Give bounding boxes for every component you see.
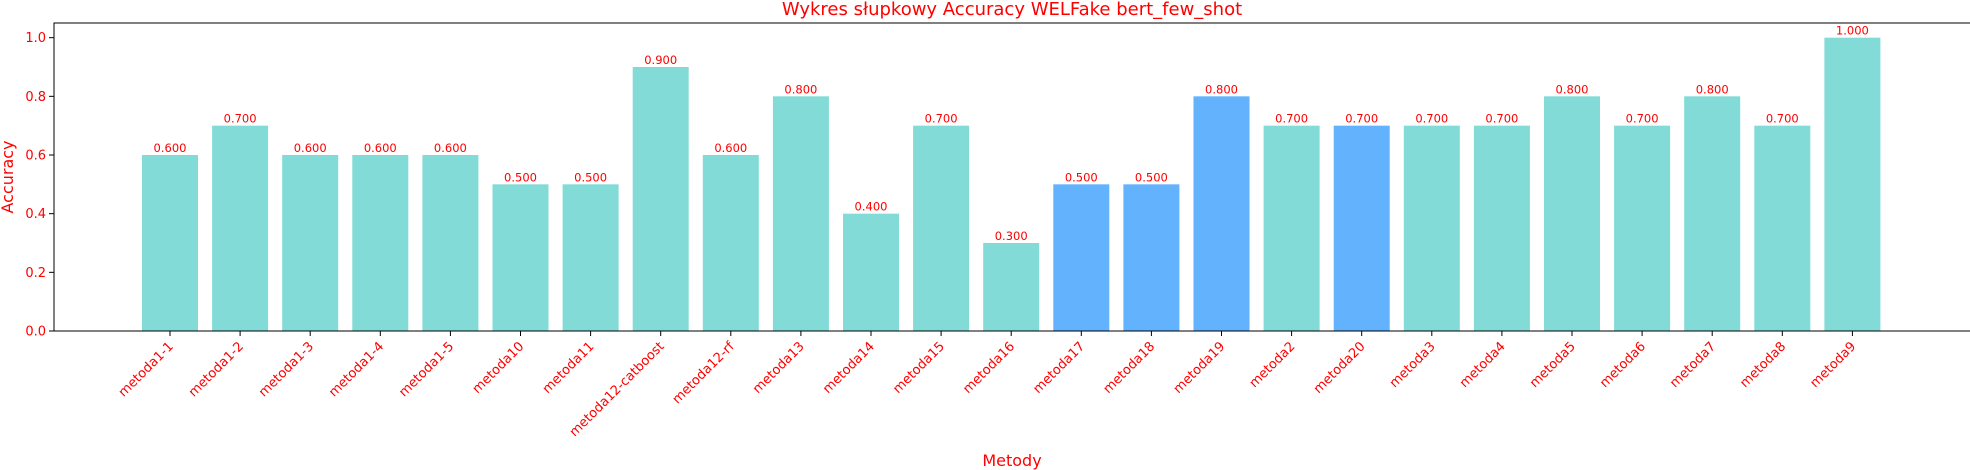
bar-metoda4 bbox=[1473, 125, 1530, 331]
value-label-metoda15: 0.700 bbox=[925, 112, 958, 126]
bar-metoda10 bbox=[492, 184, 549, 331]
bar-metoda11 bbox=[562, 184, 619, 331]
value-label-metoda20: 0.700 bbox=[1345, 112, 1378, 126]
bar-metoda12-rf bbox=[702, 155, 759, 331]
bar-metoda12-catboost bbox=[632, 67, 689, 331]
value-label-metoda1-3: 0.600 bbox=[294, 141, 327, 155]
bar-metoda2 bbox=[1263, 125, 1320, 331]
value-label-metoda7: 0.800 bbox=[1696, 82, 1729, 96]
y-tick-label: 0.6 bbox=[25, 149, 46, 164]
value-label-metoda11: 0.500 bbox=[574, 170, 607, 184]
value-label-metoda3: 0.700 bbox=[1415, 112, 1448, 126]
value-label-metoda13: 0.800 bbox=[784, 82, 817, 96]
value-label-metoda1-5: 0.600 bbox=[434, 141, 467, 155]
x-tick-label-metoda19: metoda19 bbox=[1171, 339, 1229, 397]
x-tick-label-metoda11: metoda11 bbox=[540, 339, 598, 397]
x-tick-label-metoda1-4: metoda1-4 bbox=[326, 339, 387, 400]
value-label-metoda18: 0.500 bbox=[1135, 170, 1168, 184]
x-tick-label-metoda6: metoda6 bbox=[1597, 339, 1649, 391]
plot-frame bbox=[53, 22, 1970, 332]
value-label-metoda6: 0.700 bbox=[1626, 112, 1659, 126]
bar-metoda16 bbox=[983, 243, 1040, 331]
bar-metoda1-3 bbox=[282, 155, 339, 331]
bar-metoda18 bbox=[1123, 184, 1180, 331]
chart-title: Wykres słupkowy Accuracy WELFake bert_fe… bbox=[782, 0, 1242, 20]
bar-metoda1-2 bbox=[212, 125, 269, 331]
value-label-metoda1-1: 0.600 bbox=[154, 141, 187, 155]
x-tick-label-metoda1-1: metoda1-1 bbox=[116, 339, 177, 400]
x-tick-label-metoda1-5: metoda1-5 bbox=[396, 339, 457, 400]
x-tick-label-metoda4: metoda4 bbox=[1457, 339, 1509, 391]
y-ticks-layer: 0.0 0.2 0.4 0.6 0.8 1.0 bbox=[25, 31, 54, 340]
value-label-metoda16: 0.300 bbox=[995, 229, 1028, 243]
bar-metoda9 bbox=[1824, 37, 1881, 332]
x-tick-label-metoda8: metoda8 bbox=[1737, 339, 1789, 391]
x-tick-label-metoda7: metoda7 bbox=[1667, 339, 1719, 391]
value-label-metoda19: 0.800 bbox=[1205, 82, 1238, 96]
value-label-metoda17: 0.500 bbox=[1065, 170, 1098, 184]
value-label-metoda9: 1.000 bbox=[1836, 24, 1869, 38]
bar-metoda1-5 bbox=[422, 155, 479, 331]
y-tick-label: 0.8 bbox=[25, 90, 46, 105]
x-tick-label-metoda14: metoda14 bbox=[820, 339, 878, 397]
value-label-metoda1-4: 0.600 bbox=[364, 141, 397, 155]
value-label-metoda1-2: 0.700 bbox=[224, 112, 257, 126]
x-tick-label-metoda9: metoda9 bbox=[1807, 339, 1859, 391]
value-label-metoda4: 0.700 bbox=[1485, 112, 1518, 126]
bar-metoda13 bbox=[772, 96, 829, 331]
x-tick-label-metoda17: metoda17 bbox=[1031, 339, 1089, 397]
bar-metoda14 bbox=[843, 213, 899, 331]
bar-metoda20 bbox=[1333, 125, 1390, 331]
x-tick-label-metoda15: metoda15 bbox=[890, 339, 948, 397]
bar-metoda3 bbox=[1403, 125, 1460, 331]
x-ticks-layer: metoda1-1 metoda1-2 metoda1-3 metoda1-4 meto… bbox=[116, 331, 1859, 440]
x-tick-label-metoda18: metoda18 bbox=[1101, 339, 1159, 397]
bar-metoda17 bbox=[1053, 184, 1110, 331]
bar-metoda5 bbox=[1544, 96, 1600, 331]
y-tick-label: 0.2 bbox=[25, 266, 46, 281]
value-label-metoda2: 0.700 bbox=[1275, 112, 1308, 126]
value-label-metoda12-catboost: 0.900 bbox=[644, 53, 677, 67]
x-tick-label-metoda13: metoda13 bbox=[750, 339, 808, 397]
y-tick-label: 0.0 bbox=[25, 325, 46, 340]
value-label-metoda8: 0.700 bbox=[1766, 112, 1799, 126]
y-tick-label: 1.0 bbox=[25, 31, 46, 46]
bars-layer bbox=[142, 37, 1881, 332]
axes-layer bbox=[53, 22, 1970, 332]
x-tick-label-metoda5: metoda5 bbox=[1527, 339, 1579, 391]
x-tick-label-metoda12-rf: metoda12-rf bbox=[670, 339, 738, 407]
bar-metoda7 bbox=[1684, 96, 1741, 331]
value-label-metoda5: 0.800 bbox=[1556, 82, 1589, 96]
x-tick-label-metoda20: metoda20 bbox=[1311, 339, 1369, 397]
y-axis-label: Accuracy bbox=[0, 140, 17, 213]
x-tick-label-metoda1-3: metoda1-3 bbox=[256, 339, 317, 400]
bar-metoda6 bbox=[1614, 125, 1671, 331]
value-label-metoda14: 0.400 bbox=[855, 200, 888, 214]
bar-metoda8 bbox=[1754, 125, 1811, 331]
x-tick-label-metoda16: metoda16 bbox=[960, 339, 1018, 397]
y-tick-label: 0.4 bbox=[25, 207, 46, 222]
x-tick-label-metoda1-2: metoda1-2 bbox=[186, 339, 247, 400]
value-labels-layer: 0.600 0.700 0.600 0.600 0.600 0.500 0.500 0.900… bbox=[154, 24, 1869, 243]
bar-metoda15 bbox=[913, 125, 970, 331]
x-tick-label-metoda10: metoda10 bbox=[470, 339, 528, 397]
value-label-metoda12-rf: 0.600 bbox=[714, 141, 747, 155]
value-label-metoda10: 0.500 bbox=[504, 170, 537, 184]
x-axis-label: Metody bbox=[982, 451, 1041, 470]
bar-metoda1-1 bbox=[142, 155, 198, 331]
x-tick-label-metoda2: metoda2 bbox=[1247, 339, 1299, 391]
x-tick-label-metoda3: metoda3 bbox=[1387, 339, 1439, 391]
bar-metoda19 bbox=[1193, 96, 1250, 331]
bar-metoda1-4 bbox=[352, 155, 409, 331]
